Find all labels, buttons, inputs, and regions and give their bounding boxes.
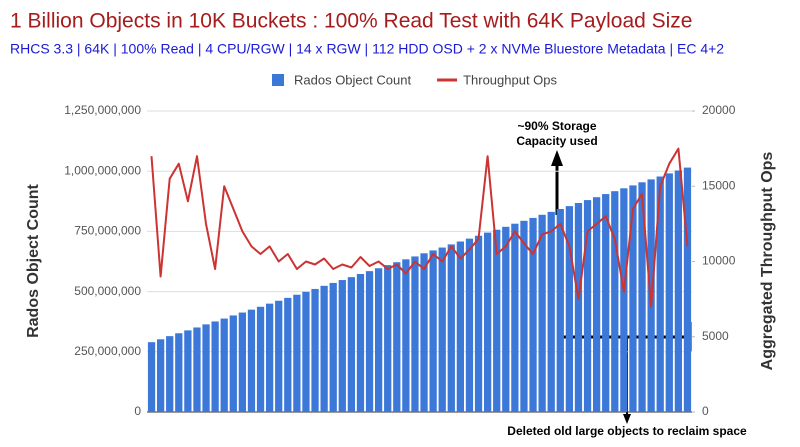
bar [365,271,374,412]
bar [147,342,156,412]
bar [311,288,319,412]
bar [420,253,428,412]
bar [356,274,365,412]
annotation: Deleted old large objects to reclaim spa… [507,424,747,438]
bar [329,282,337,412]
y-tick-label: 1,000,000,000 [64,163,141,177]
bar [502,226,510,412]
y2-tick-label: 0 [702,404,709,418]
bar [220,318,228,412]
bar [538,214,546,412]
bar [638,182,646,412]
y2-axis-title: Aggregated Throughput Ops [759,152,776,371]
legend-label: Throughput Ops [463,72,557,87]
bar [275,300,283,412]
bar [547,211,555,412]
bar [247,309,256,412]
bar [611,191,619,412]
bar [656,176,664,412]
bar [156,339,165,412]
bar [411,256,419,412]
chart-title: 1 Billion Objects in 10K Buckets : 100% … [10,10,693,33]
bar [556,209,564,412]
bar [211,321,219,412]
bar [520,220,528,412]
bar [465,238,474,412]
bar [338,280,346,412]
bar [320,285,328,412]
bar [229,315,237,412]
y-tick-label: 500,000,000 [74,284,141,298]
legend-item: Rados Object Count [272,72,411,87]
bar [184,330,192,412]
bar [592,197,601,412]
y-tick-label: 250,000,000 [74,344,141,358]
bar [583,200,592,412]
legend-item: Throughput Ops [437,72,558,87]
bar [674,170,683,412]
bar [456,241,465,412]
bar [602,194,610,412]
bar [393,262,401,412]
bar [683,167,692,412]
legend-swatch [272,74,284,86]
bar [347,277,356,412]
arrow-head [623,414,631,424]
y2-tick-label: 20000 [702,103,736,117]
bar [302,291,310,412]
bar [665,173,673,412]
bar [193,327,201,412]
bar [474,235,483,412]
bar [565,206,574,412]
y2-tick-label: 5000 [702,329,729,343]
bar [511,223,519,412]
bar [256,306,265,412]
y-tick-label: 0 [134,404,141,418]
y-tick-label: 1,250,000,000 [64,103,141,117]
bar [202,324,210,412]
plot-area [147,110,692,413]
y2-tick-label: 15000 [702,178,736,192]
y2-tick-label: 10000 [702,254,736,268]
bar [175,333,183,412]
bar [483,232,492,412]
annotation: ~90% Storage [517,119,596,133]
bar [438,247,446,412]
y-tick-label: 750,000,000 [74,224,141,238]
bar [402,259,410,412]
bar [384,265,392,412]
bar [620,188,628,412]
bar [429,250,437,412]
bar [574,202,583,412]
bar [166,336,174,412]
bar [374,268,383,412]
line [150,147,689,308]
bar [447,244,455,412]
arrow-head [551,150,563,166]
bar [265,303,274,412]
annotation: Capacity used [516,134,597,148]
legend-label: Rados Object Count [294,72,411,87]
bar [529,217,537,412]
bar [493,229,501,412]
chart-subtitle: RHCS 3.3 | 64K | 100% Read | 4 CPU/RGW |… [10,41,724,57]
bar [293,294,301,412]
bar [238,312,247,412]
bar [629,185,637,412]
y-axis-title: Rados Object Count [25,183,42,337]
bar [284,297,292,412]
